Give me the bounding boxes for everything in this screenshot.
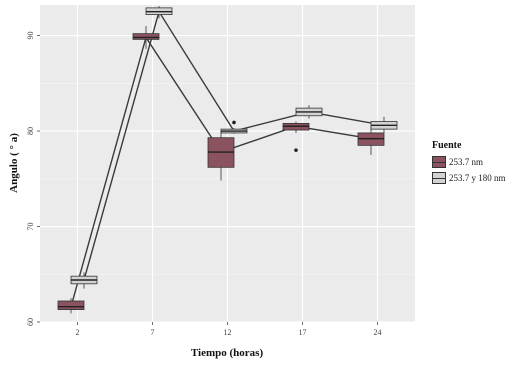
boxplot-1-24 <box>370 116 398 133</box>
axis-ticks: 60 70 80 90 2 7 12 17 24 <box>26 32 382 337</box>
legend-title: Fuente <box>432 140 462 151</box>
x-tick-label: 7 <box>151 328 155 337</box>
boxplot-0-24 <box>357 126 385 155</box>
x-tick-label: 12 <box>224 328 232 337</box>
y-axis-title: Angulo ( ° a) <box>8 133 20 193</box>
legend-item-253-7: 253.7 nm <box>432 154 516 170</box>
legend-key-253-7 <box>432 156 446 168</box>
boxplot-0-17 <box>282 121 310 152</box>
legend-item-253-7-y-180: 253.7 y 180 nm <box>432 170 516 186</box>
legend-label-253-7-y-180: 253.7 y 180 nm <box>449 173 506 183</box>
legend-key-253-7-y-180 <box>432 172 446 184</box>
x-axis-title: Tiempo (horas) <box>191 347 264 359</box>
boxplot-0-12 <box>207 131 235 181</box>
box <box>57 300 85 310</box>
y-tick-label: 80 <box>26 127 35 135</box>
boxplot-1-17 <box>295 105 323 119</box>
boxplot-0-7 <box>132 26 160 49</box>
y-tick-label: 70 <box>26 223 35 231</box>
outlier-point <box>294 148 298 152</box>
x-tick-label: 24 <box>374 328 382 337</box>
boxplot-1-7 <box>145 5 173 19</box>
box <box>132 33 160 40</box>
y-tick-label: 60 <box>26 318 35 326</box>
boxplot-1-2 <box>70 272 98 289</box>
legend: Fuente 253.7 nm 253.7 y 180 nm <box>432 140 516 186</box>
outlier-point <box>232 120 236 125</box>
x-tick-label: 2 <box>76 328 80 337</box>
boxplot-1-12 <box>220 120 248 134</box>
y-tick-label: 90 <box>26 32 35 40</box>
boxplot-0-2 <box>57 298 85 314</box>
x-tick-label: 17 <box>299 328 307 337</box>
boxes <box>57 5 398 314</box>
legend-label-253-7: 253.7 nm <box>449 157 484 167</box>
